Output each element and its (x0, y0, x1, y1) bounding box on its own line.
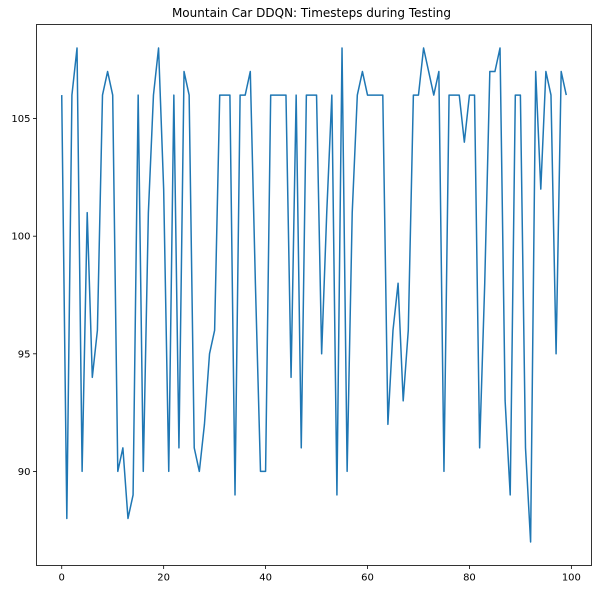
x-tick-label: 100 (562, 573, 581, 584)
series-layer (60, 47, 568, 543)
x-tick-label: 20 (157, 573, 170, 584)
y-tick-label: 105 (11, 114, 30, 125)
y-tick-label: 90 (18, 467, 31, 478)
x-tick-label: 80 (463, 573, 476, 584)
y-tick-label: 100 (11, 232, 30, 243)
x-tick-label: 40 (259, 573, 272, 584)
x-axis-ticks: 0 20 40 60 80 100 (59, 565, 581, 584)
series-line (60, 47, 568, 543)
plot-frame (36, 24, 592, 566)
chart-title: Mountain Car DDQN: Timesteps during Test… (172, 6, 451, 20)
y-axis-ticks: 90 95 100 105 (11, 114, 37, 478)
y-tick-label: 95 (18, 349, 31, 360)
x-tick-label: 60 (361, 573, 374, 584)
x-tick-label: 0 (59, 573, 65, 584)
